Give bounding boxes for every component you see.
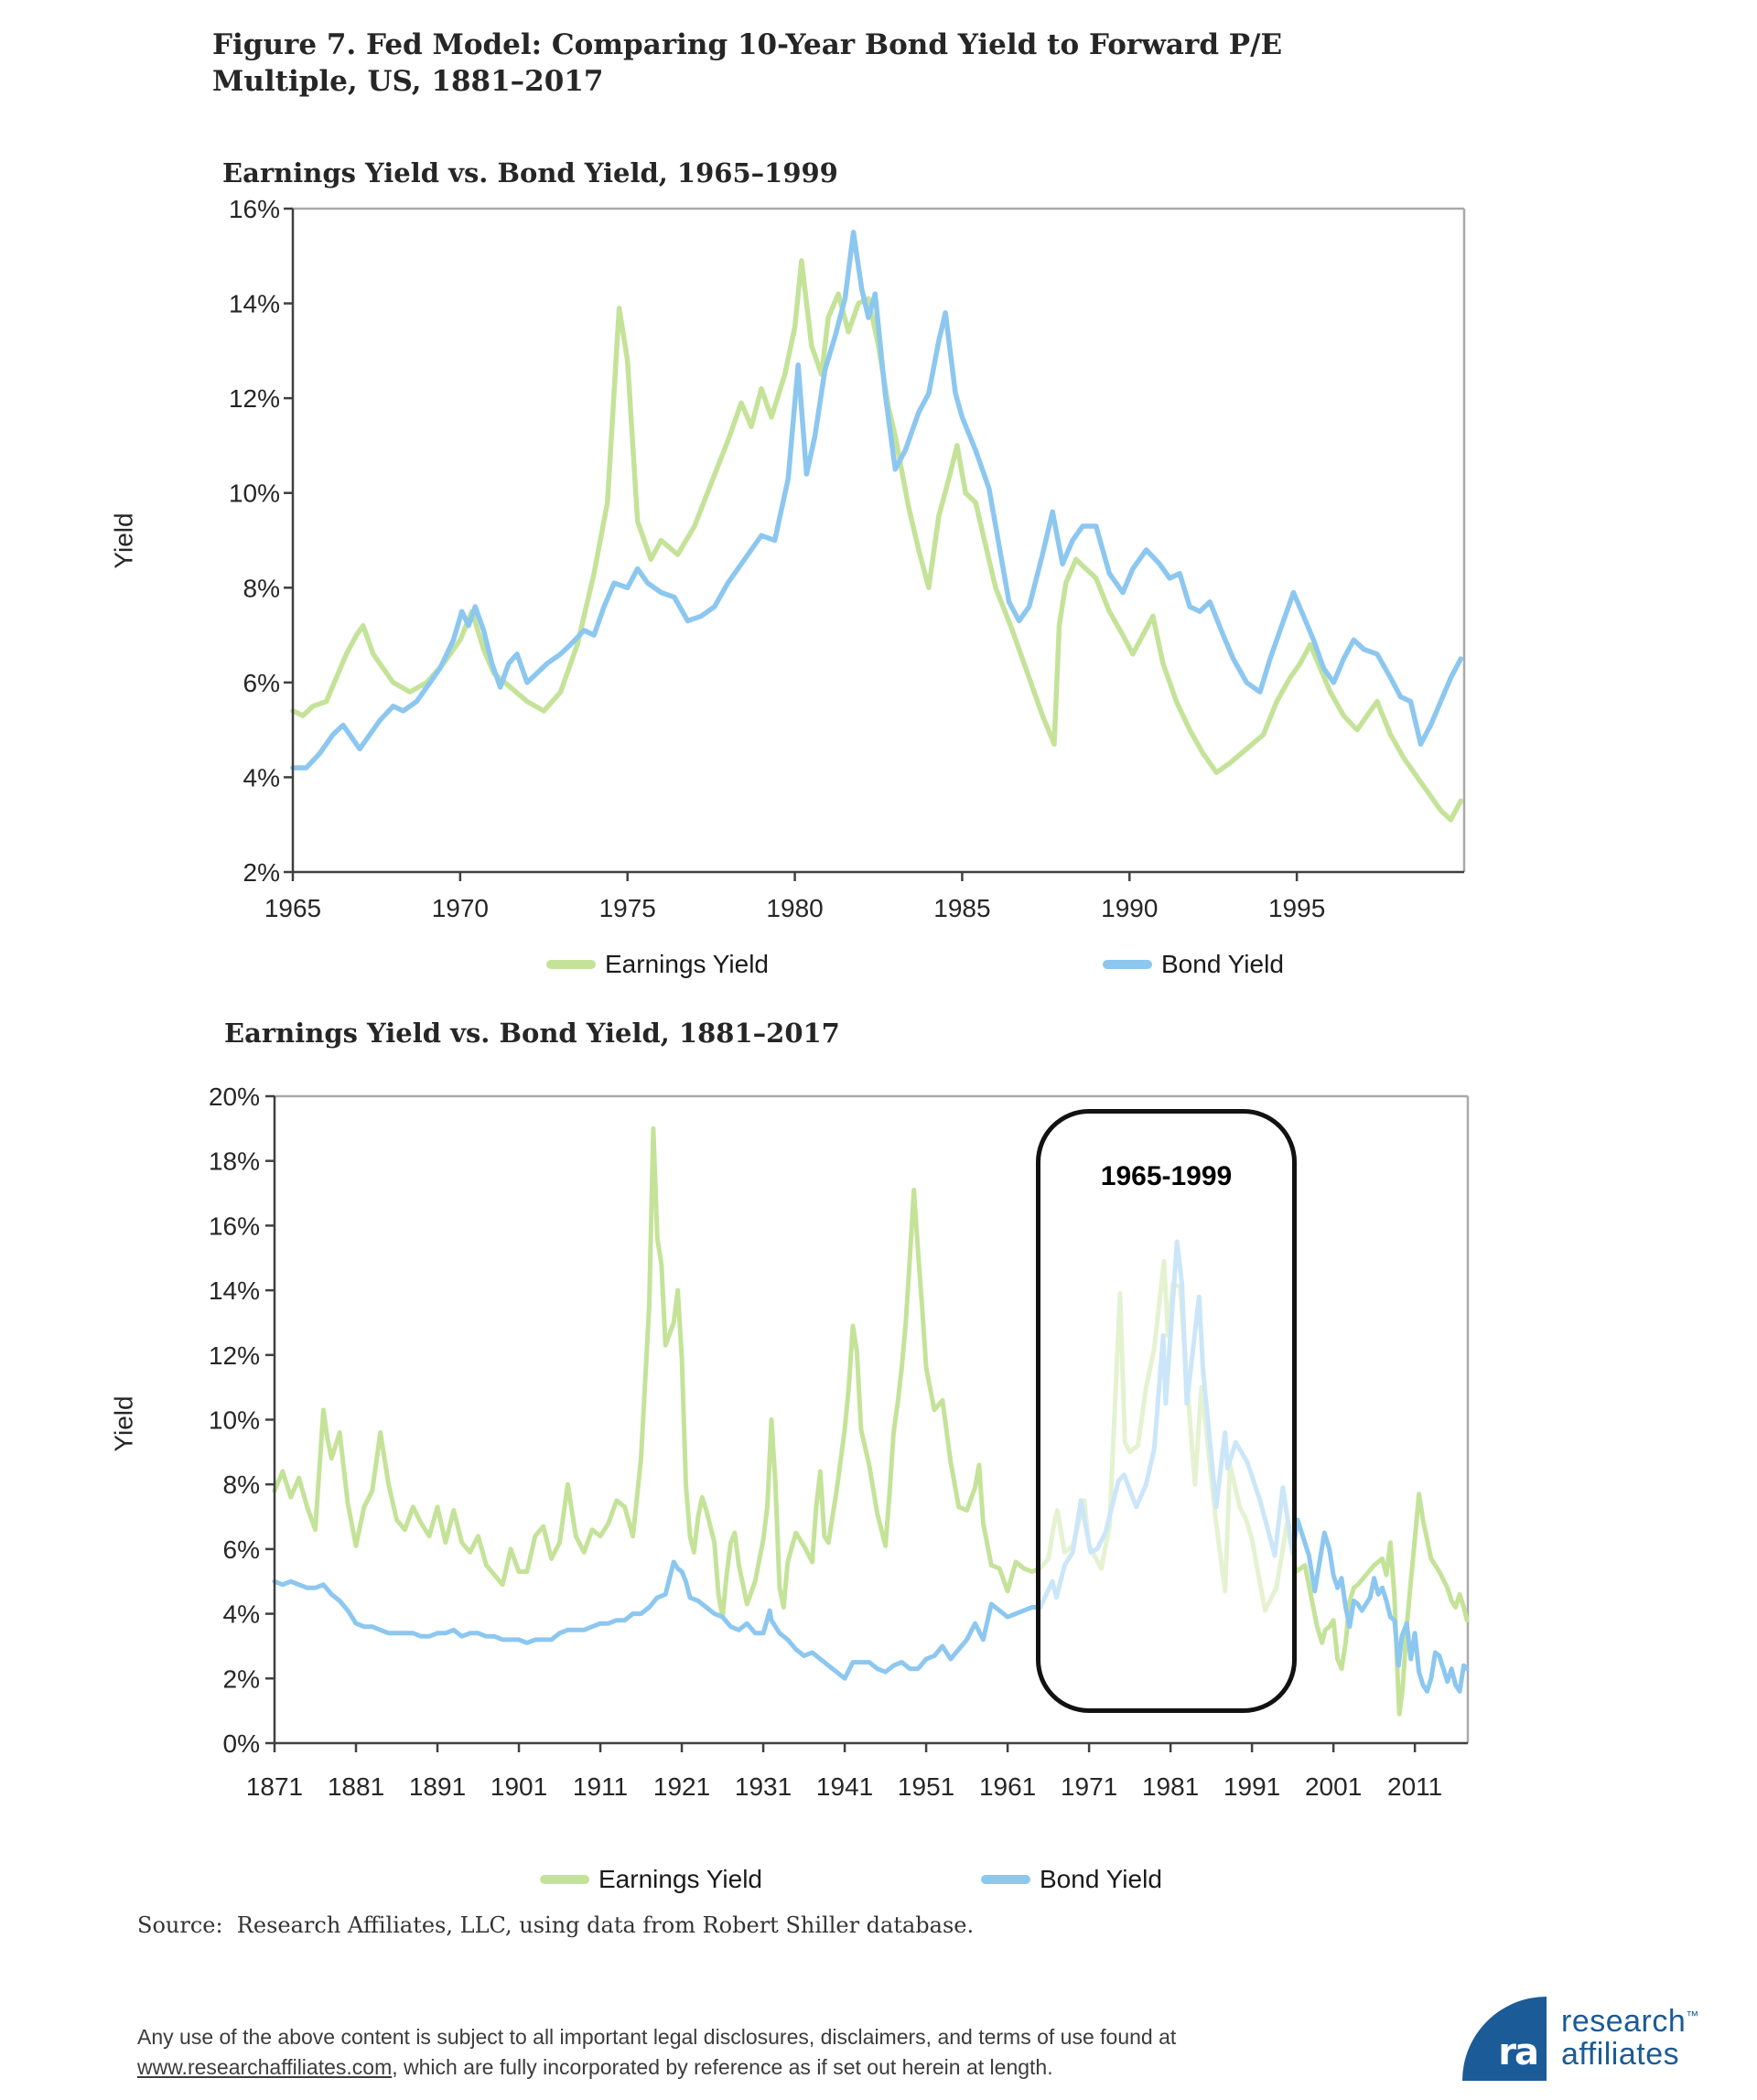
chart2-x-tick-label: 1921 [653,1772,710,1801]
chart1-earnings-yield-line [290,258,1464,823]
chart1-y-tick-label: 14% [229,290,280,318]
chart2-x-tick-label: 1991 [1223,1772,1280,1801]
chart1-x-tick-label: 1975 [599,894,656,922]
chart2-legend-earnings-yield: Earnings Yield [540,1865,762,1894]
chart1-x-tick-label: 1965 [264,894,321,922]
chart2-x-tick-label: 2001 [1305,1772,1362,1801]
chart2-y-tick-label: 20% [209,1082,260,1111]
source-note: Source: Research Affiliates, LLC, using … [137,1912,975,1938]
chart2-bond-yield-line [272,1239,1470,1694]
chart1-x-tick-label: 1970 [432,894,489,922]
chart2-y-tick-label: 2% [223,1664,260,1693]
trademark-symbol: ™ [1686,2008,1699,2023]
bond-yield-swatch [981,1875,1030,1884]
chart1-bond-yield-line [290,230,1464,770]
chart2-x-tick-label: 2011 [1387,1772,1442,1801]
chart2-x-tick-label: 1931 [735,1772,792,1801]
research-affiliates-link[interactable]: www.researchaffiliates.com [137,2055,393,2080]
chart1-legend-earnings-yield: Earnings Yield [546,950,769,979]
chart1-x-tick-label: 1980 [766,894,823,922]
chart2-y-tick-label: 6% [223,1535,260,1564]
chart2-y-tick-label: 10% [209,1406,260,1435]
chart1-x-tick-label: 1990 [1101,894,1158,922]
earnings-yield-legend-label: Earnings Yield [598,1865,763,1893]
chart2-y-tick-label: 8% [223,1470,260,1499]
chart1-y-tick-label: 8% [243,574,280,602]
figure-title: Figure 7. Fed Model: Comparing 10-Year B… [212,27,1356,100]
chart1-y-tick-label: 4% [243,763,280,792]
chart1-legend-bond-yield: Bond Yield [1103,950,1284,979]
earnings-yield-legend-label: Earnings Yield [605,950,770,978]
chart2-x-tick-label: 1891 [409,1772,466,1801]
ra-logo-icon: ra [1462,1997,1547,2081]
chart1-x-tick-label: 1985 [933,894,990,922]
chart2-y-tick-label: 12% [209,1341,260,1370]
logo-word-affiliates: affiliates [1561,2037,1680,2072]
figure-title-line1: Figure 7. Fed Model: Comparing 10-Year B… [212,28,1283,61]
chart2-x-tick-label: 1901 [490,1772,547,1801]
disclaimer-line1: Any use of the above content is subject … [137,2025,1177,2049]
chart2-y-tick-label: 0% [223,1729,260,1758]
chart2-y-tick-label: 16% [209,1212,260,1240]
chart2-legend-bond-yield: Bond Yield [981,1865,1162,1894]
chart2-x-tick-label: 1961 [979,1772,1036,1801]
chart1-y-tick-label: 2% [243,858,280,887]
chart2-x-tick-label: 1941 [816,1772,873,1801]
legal-disclaimer: Any use of the above content is subject … [137,2022,1190,2084]
chart1-title: Earnings Yield vs. Bond Yield, 1965–1999 [222,157,838,188]
chart2-y-tick-label: 14% [209,1276,260,1305]
figure-title-line2: Multiple, US, 1881–2017 [212,64,604,98]
chart2-title: Earnings Yield vs. Bond Yield, 1881–2017 [224,1018,840,1049]
logo-wordmark: research™ affiliates [1561,2004,1699,2072]
research-affiliates-logo: ra research™ affiliates [1462,1997,1699,2081]
chart2-x-tick-label: 1981 [1142,1772,1199,1801]
chart2-x-tick-label: 1881 [328,1772,384,1801]
chart2-y-tick-label: 18% [209,1147,260,1176]
chart2-x-tick-label: 1971 [1061,1772,1117,1801]
chart1-y-tick-label: 6% [243,669,280,697]
chart1-x-tick-label: 1995 [1268,894,1325,922]
earnings-yield-swatch [540,1875,589,1884]
highlight-box-1965-1999: 1965-1999 [1036,1109,1297,1713]
chart1-y-tick-label: 16% [229,195,280,223]
chart2-y-tick-label: 4% [223,1600,260,1629]
chart2-x-tick-label: 1911 [573,1772,628,1801]
chart2-earnings-yield-line [272,1125,1470,1717]
ra-monogram: ra [1498,2031,1539,2073]
chart1-y-tick-label: 10% [229,479,280,508]
bond-yield-legend-label: Bond Yield [1040,1865,1162,1893]
bond-yield-legend-label: Bond Yield [1161,950,1284,978]
earnings-yield-swatch [546,960,596,969]
disclaimer-line2: , which are fully incorporated by refere… [392,2055,1053,2080]
logo-word-research: research [1561,2004,1687,2040]
highlight-box-label: 1965-1999 [1100,1161,1233,1191]
chart2-x-tick-label: 1871 [246,1772,303,1801]
bond-yield-swatch [1103,960,1152,969]
chart2-x-tick-label: 1951 [898,1772,954,1801]
chart1-y-tick-label: 12% [229,384,280,413]
